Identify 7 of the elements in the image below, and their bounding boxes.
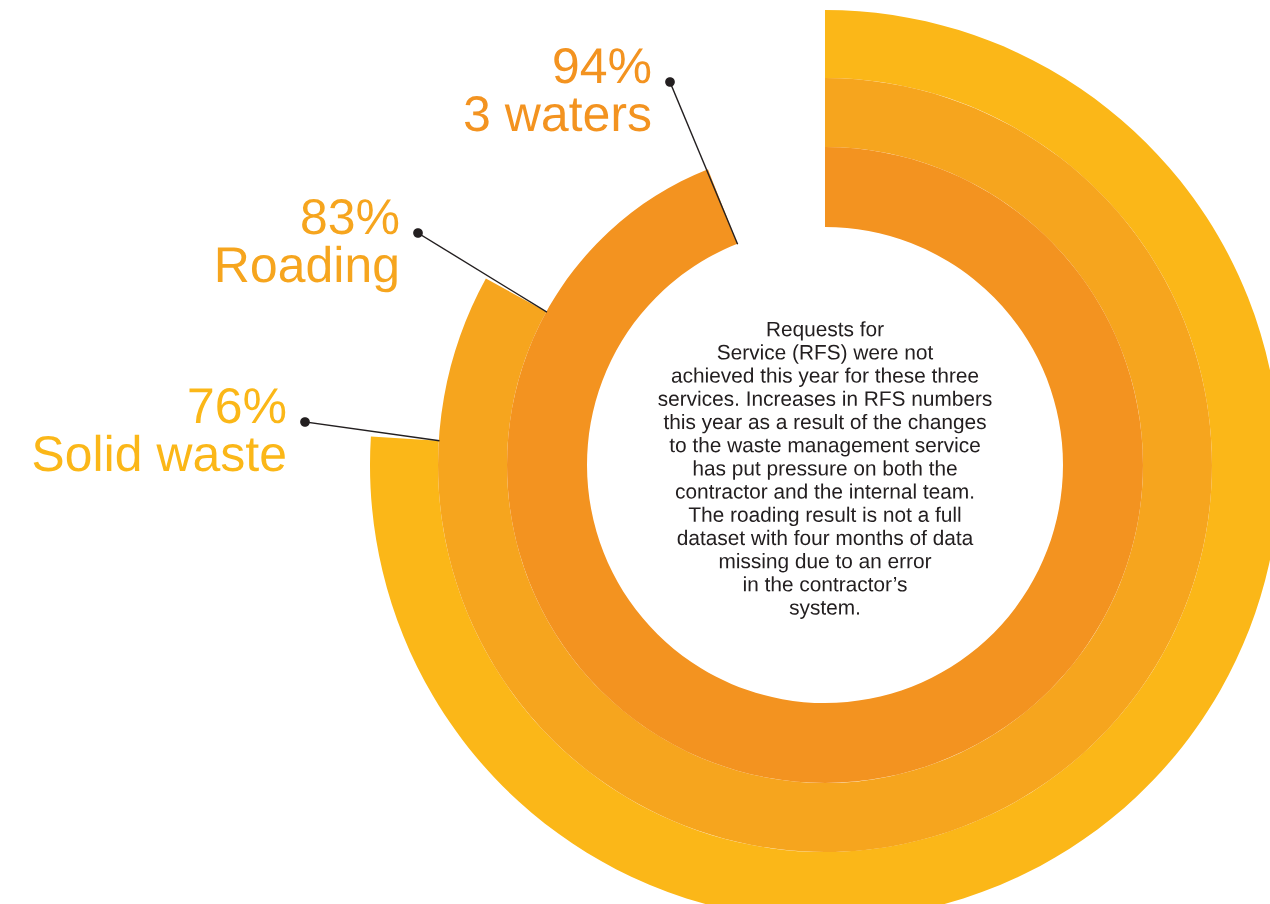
text: Requests for Service (RFS) were not achieved this year for these three services. Increases in RFS numbers this year as a result of the changes to the waste management service has put pressure on both the contractor and the internal team. The roading result is not a full dataset with four months of data missing due to an error in the contractor’s system. [658, 321, 992, 619]
category-label: Solid waste [33, 434, 285, 472]
data-label: 83% [302, 199, 399, 235]
data-label: 76% [189, 388, 286, 424]
category-label: Roading [217, 245, 397, 293]
category-label: 3 waters [464, 96, 651, 132]
data-label: 94% [554, 48, 651, 84]
